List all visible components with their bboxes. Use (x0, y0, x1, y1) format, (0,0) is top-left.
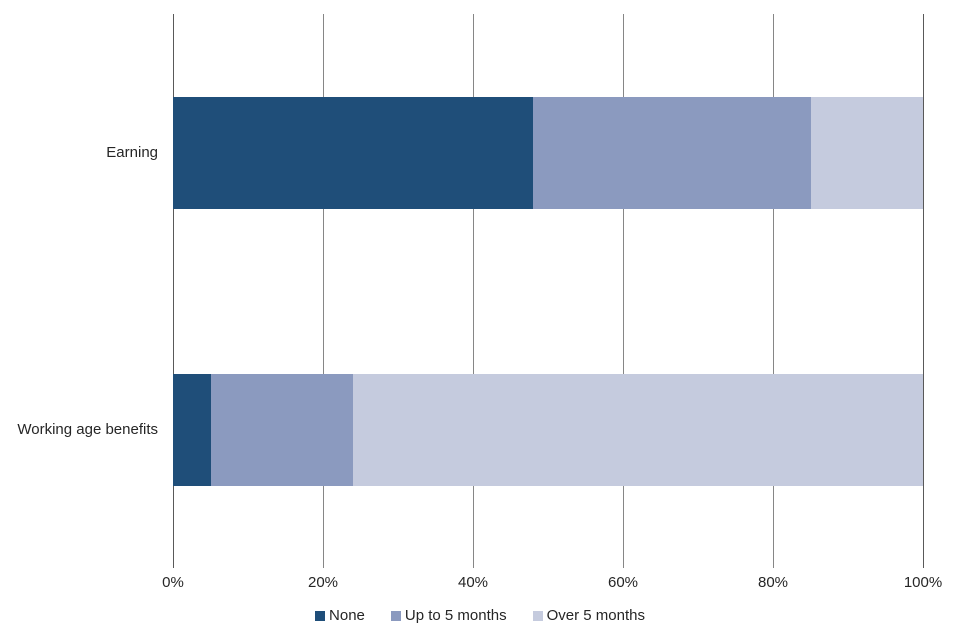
gridline (772, 14, 774, 568)
gridline (922, 14, 924, 568)
x-tick-label: 20% (307, 574, 339, 591)
legend-label: Up to 5 months (404, 607, 507, 624)
legend-item: Over 5 months (532, 607, 645, 625)
legend: None Up to 5 months Over 5 months (0, 607, 960, 625)
category-label: Working age benefits (17, 420, 158, 438)
legend-swatch-icon (532, 611, 543, 621)
bar-segment (353, 373, 923, 486)
bar-segment (533, 96, 811, 209)
x-tick-label: 80% (757, 574, 789, 591)
bar-segment (173, 96, 533, 209)
x-tick-label: 40% (457, 574, 489, 591)
legend-item: Up to 5 months (390, 607, 507, 625)
legend-swatch-icon (390, 611, 401, 621)
plot-area (172, 14, 924, 568)
x-tick-label: 60% (607, 574, 639, 591)
bar-segment (173, 373, 211, 486)
bar-segment (210, 373, 353, 486)
gridline (622, 14, 624, 568)
bar-row (173, 373, 923, 486)
legend-label: None (329, 607, 365, 624)
category-label: Earning (106, 143, 158, 161)
gridline (172, 14, 174, 568)
legend-item: None (315, 607, 365, 625)
gridline (322, 14, 324, 568)
x-tick-label: 100% (903, 574, 943, 591)
legend-swatch-icon (315, 611, 326, 621)
bar-row (173, 96, 923, 209)
bar-segment (810, 96, 923, 209)
x-tick-label: 0% (162, 574, 184, 591)
legend-label: Over 5 months (546, 607, 645, 624)
gridline (472, 14, 474, 568)
